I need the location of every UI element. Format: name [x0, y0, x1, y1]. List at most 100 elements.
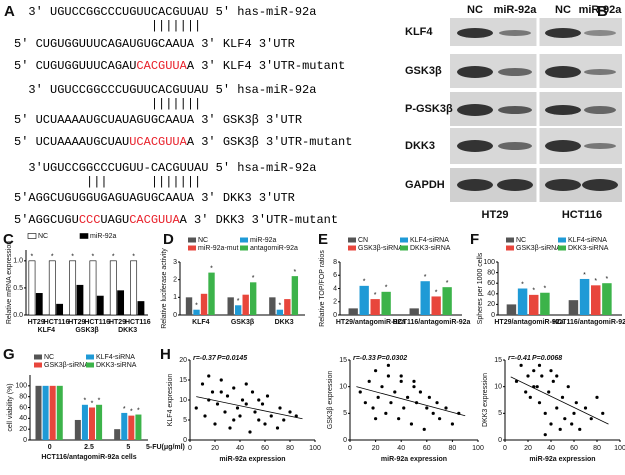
annotation: r=-0.37 [193, 355, 217, 362]
point [248, 430, 252, 434]
y-axis-label: KLF4 expression [167, 374, 174, 427]
sequence-segment: UCACGUUA [129, 135, 187, 149]
bar [185, 297, 193, 315]
y-axis-label: cell viability (%) [7, 383, 14, 431]
y-axis-label: GSK3β expression [327, 371, 334, 430]
point [578, 427, 582, 431]
bar [420, 281, 430, 315]
bar [49, 385, 56, 440]
sequence-line: 3'UGUCCGGCCCUGUU-CACGUUAU 5' hsa-miR-92a [14, 161, 316, 175]
point [265, 394, 270, 398]
significance-star: * [31, 254, 34, 261]
sequence-segment: ||| ||||||| [14, 175, 201, 189]
y-tick-label: 0 [343, 437, 347, 444]
bar [117, 290, 125, 316]
panel-label: C [3, 231, 14, 248]
x-tick-label: 60 [261, 445, 269, 452]
sequence-segment: A 3' GSK3β 3'UTR-mutant [187, 135, 353, 149]
point [418, 390, 422, 394]
bar [56, 303, 64, 316]
legend-swatch [188, 245, 196, 251]
sequence-line: 5'AGGCUGUGGUGAGUAGUGCAAUA 3' DKK3 3'UTR [14, 191, 295, 205]
significance-star: * [237, 298, 240, 305]
point [601, 411, 605, 415]
x-tick-label: 20 [211, 445, 219, 452]
point [540, 374, 544, 378]
sequence-segment: 3'UGUCCGGCCCUGUU-CACGUUAU 5' hsa-miR-92a [14, 161, 316, 175]
x-axis-label: miR-92a expression [219, 456, 285, 463]
bar [591, 285, 601, 315]
y-tick-label: 60 [19, 404, 27, 411]
group-label: DKK3 [118, 327, 137, 334]
point [263, 422, 267, 426]
legend-swatch [34, 362, 42, 368]
x-tick-label: 20 [372, 445, 380, 452]
significance-star: * [543, 286, 546, 293]
bar [506, 304, 517, 315]
point [560, 395, 565, 399]
bar [381, 291, 391, 315]
legend-label: GSK3β-siRNA [358, 245, 403, 252]
point [240, 398, 245, 402]
sequence-line: 5'AGGCUGUCCCUAGUCACGUUAA 3' DKK3 3'UTR-m… [14, 213, 338, 227]
band [499, 30, 531, 36]
band [457, 66, 493, 78]
x-tick-label: HT29 [109, 319, 126, 326]
x-axis-label: HCT116/antagomiR-92a cells [41, 454, 136, 461]
band [497, 179, 533, 191]
cell-line-label: HCT116 [562, 209, 602, 221]
y-tick-label: 1.0 [13, 258, 23, 265]
y-tick-label: 100 [15, 383, 27, 390]
point [278, 406, 282, 410]
significance-star: * [374, 292, 377, 299]
sequence-segment: ||||||| [14, 19, 201, 33]
bar [130, 260, 138, 316]
point [363, 401, 367, 405]
significance-star: * [605, 276, 608, 283]
point [572, 411, 576, 415]
y-tick-label: 2 [173, 277, 177, 284]
point [282, 418, 286, 422]
x-axis-label: miR-92a expression [529, 456, 595, 463]
sequence-segment: 5'AGGCUGU [14, 213, 79, 227]
sequence-line: 5' UCUAAAAUGCUAUAGUGCAAUA 3' GSK3β 3'UTR [14, 113, 302, 127]
bar [74, 419, 81, 440]
bar [409, 308, 419, 315]
point [294, 414, 298, 418]
bar [128, 415, 135, 440]
x-tick-label: KLF4 [192, 319, 210, 326]
y-tick-label: 0.0 [13, 312, 23, 319]
bar [431, 296, 441, 315]
significance-star: * [424, 274, 427, 281]
point [409, 422, 414, 426]
band [584, 69, 616, 75]
x-tick-label: 80 [593, 445, 601, 452]
y-tick-label: 100 [483, 259, 495, 266]
point [250, 390, 255, 394]
x-axis-label: miR-92a expression [381, 456, 447, 463]
point [537, 363, 542, 367]
trend-line [510, 376, 609, 425]
legend-label: miR-92a [90, 233, 117, 240]
x-tick-label: HCT116 [44, 319, 70, 326]
point [549, 369, 553, 373]
band [457, 179, 493, 191]
bar [235, 305, 242, 315]
x-tick-label: 0 [48, 444, 52, 451]
bar [370, 299, 380, 315]
sequence-segment: 5' UCUAAAAUGCUAUAGUGCAAUA 3' GSK3β 3'UTR [14, 113, 302, 127]
point [257, 418, 261, 422]
point [219, 390, 223, 394]
point [260, 402, 265, 406]
x-tick-label: 60 [570, 445, 578, 452]
legend-swatch [79, 233, 89, 239]
point [399, 379, 403, 383]
y-tick-label: 6 [333, 272, 337, 279]
bar [114, 429, 121, 440]
significance-star: * [51, 254, 54, 261]
y-tick-label: 60 [487, 280, 495, 287]
legend-label: NC [44, 354, 54, 361]
point [203, 414, 207, 418]
bar [208, 272, 215, 315]
